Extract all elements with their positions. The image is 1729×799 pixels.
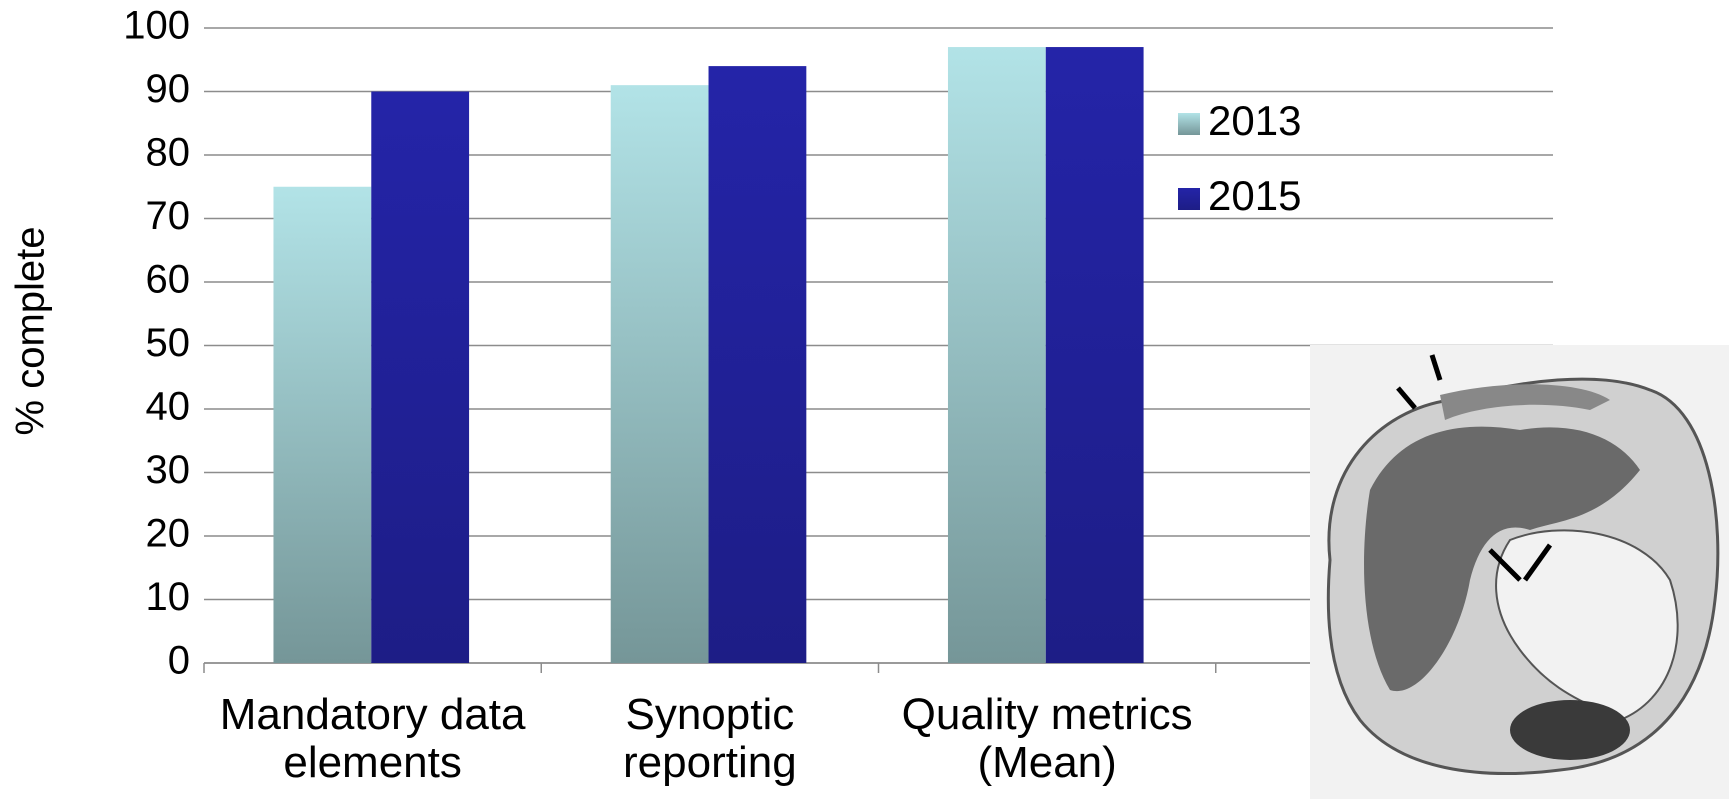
y-axis-title: % complete	[9, 227, 53, 436]
bar	[273, 186, 372, 663]
bar	[947, 47, 1046, 664]
y-tick-label: 30	[146, 448, 191, 492]
x-tick-label: Mandatory data elements	[219, 690, 526, 787]
x-tick-label: Synoptic reporting	[623, 690, 797, 787]
legend-label: 2013	[1208, 97, 1301, 144]
legend-swatch	[1178, 113, 1200, 135]
y-tick-label: 80	[146, 131, 191, 175]
y-tick-label: 40	[146, 385, 191, 429]
y-tick-label: 10	[146, 575, 191, 619]
tissue-dark-bottom	[1510, 700, 1630, 760]
y-tick-label: 60	[146, 258, 191, 302]
cavity	[1495, 529, 1679, 722]
tissue-edge	[1440, 384, 1610, 420]
plot: 0 10 20 30 40 50 60 70 80 90 100 2013 2015	[123, 4, 1554, 683]
bar	[1045, 47, 1144, 664]
y-tick-label: 0	[168, 639, 190, 683]
y-tick-label: 90	[146, 67, 191, 111]
legend-swatch	[1178, 188, 1200, 210]
inset-image	[1310, 345, 1729, 799]
bar	[371, 91, 470, 663]
tissue-dark	[1364, 426, 1640, 692]
arrows	[1396, 354, 1553, 582]
y-tick-label: 100	[123, 4, 190, 48]
y-tick-label: 70	[146, 194, 191, 238]
x-tick-label: Quality metrics (Mean)	[901, 690, 1193, 787]
legend-label: 2015	[1208, 172, 1301, 219]
y-tick-label: 20	[146, 512, 191, 556]
bar	[708, 66, 807, 664]
y-tick-label: 50	[146, 321, 191, 365]
bar	[610, 85, 709, 663]
